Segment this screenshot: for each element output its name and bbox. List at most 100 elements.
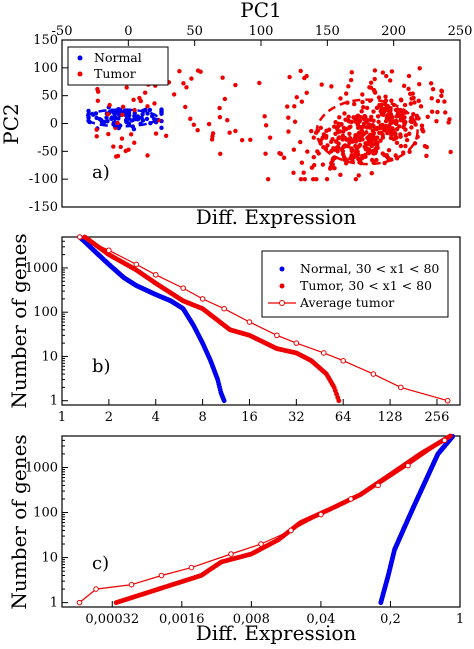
panel-a-legend-box (67, 46, 169, 86)
normal-point (221, 398, 227, 404)
tumor-point (435, 98, 441, 104)
tumor-point (220, 75, 225, 80)
tumor-point (163, 133, 169, 138)
tumor-point (361, 116, 367, 122)
tumor-point (286, 129, 291, 134)
tumor-point (401, 83, 407, 88)
tumor-point (404, 137, 410, 143)
tumor-point (361, 124, 366, 129)
tumor-point (356, 173, 361, 178)
panel-a-y-tick-label: 50 (41, 89, 58, 104)
tumor-point (171, 92, 177, 97)
tumor-point (347, 119, 352, 124)
tumor-point (407, 149, 412, 154)
normal-point (129, 118, 135, 123)
tumor-point (340, 148, 346, 154)
average-tumor-point (318, 511, 324, 518)
panel-b-label: b) (92, 356, 111, 377)
x-tick-label: 0,0016 (159, 612, 205, 627)
tumor-point (398, 98, 404, 103)
tumor-point (372, 76, 377, 82)
panel-c: Number of genes Diff. Expression c) 0,00… (7, 433, 464, 645)
y-tick-label: 100 (33, 506, 58, 521)
tumor-point (292, 104, 297, 109)
tumor-point (326, 127, 332, 132)
tumor-point (355, 153, 360, 159)
tumor-point (184, 85, 189, 90)
tumor-point (94, 134, 99, 139)
tumor-point (309, 128, 314, 134)
normal-point (93, 111, 99, 116)
tumor-point (406, 86, 411, 92)
panel-c-series (76, 433, 456, 606)
tumor-point (366, 134, 372, 139)
panel-a-y-tick-label: -150 (29, 200, 58, 215)
tumor-point (352, 101, 357, 107)
tumor-point (291, 147, 297, 152)
tumor-point (263, 123, 269, 128)
tumor-point (217, 114, 223, 120)
tumor-point (311, 135, 316, 140)
tumor-point (331, 124, 337, 129)
average-tumor-point (370, 371, 377, 377)
panel-a-top-tick-label: 0 (124, 24, 132, 39)
tumor-point (388, 120, 393, 126)
tumor-point (375, 114, 381, 119)
tumor-point (181, 81, 186, 86)
y-tick-label: 1 (50, 596, 58, 611)
tumor-point (419, 123, 425, 128)
tumor-point (368, 117, 374, 122)
tumor-point (124, 85, 129, 90)
tumor-point (383, 101, 388, 107)
average-tumor-point (188, 564, 195, 571)
tumor-point (263, 151, 268, 156)
tumor-point (389, 132, 394, 138)
tumor-point (411, 111, 416, 117)
tumor-point (198, 69, 203, 74)
legend-b-normal-marker (279, 266, 285, 272)
tumor-point (364, 125, 370, 130)
tumor-point (145, 153, 150, 158)
tumor-point (383, 94, 388, 99)
tumor-point (418, 104, 424, 109)
tumor-point (348, 77, 354, 83)
tumor-point (375, 125, 380, 131)
normal-point (131, 126, 137, 132)
normal-point (94, 115, 99, 121)
tumor-point (385, 107, 390, 113)
panel-b-y-ticks: 1 10 100 1000 (25, 240, 68, 409)
tumor-point (341, 125, 347, 131)
tumor-point (248, 137, 253, 142)
tumor-point (416, 98, 421, 104)
tumor-point (123, 148, 128, 154)
tumor-point (338, 96, 343, 101)
average-tumor-point (375, 482, 381, 489)
tumor-point (342, 111, 347, 116)
panel-a-xlabel: Diff. Expression (196, 205, 357, 229)
tumor-point (347, 131, 352, 137)
panel-a-ylabel: PC2 (0, 103, 23, 144)
tumor-point (403, 133, 409, 138)
average-tumor-point (158, 572, 165, 579)
legend-normal-marker (77, 55, 83, 61)
normal-point (159, 109, 164, 114)
tumor-point (311, 155, 316, 160)
tumor-point (349, 138, 354, 144)
tumor-point (358, 115, 363, 120)
normal-point (145, 111, 150, 116)
panel-a-y-tick-label: 150 (33, 33, 58, 48)
tumor-point (336, 141, 341, 146)
tumor-point (348, 124, 353, 129)
tumor-point (389, 69, 395, 74)
normal-point (86, 108, 91, 114)
legend-b-avg-marker (279, 300, 285, 306)
legend-normal-label: Normal (94, 50, 142, 65)
tumor-point (189, 76, 194, 81)
tumor-point (434, 118, 439, 124)
tumor-point (321, 132, 327, 137)
tumor-point (388, 78, 393, 83)
tumor-point (227, 130, 232, 135)
tumor-point (414, 113, 420, 119)
tumor-point (341, 144, 346, 149)
